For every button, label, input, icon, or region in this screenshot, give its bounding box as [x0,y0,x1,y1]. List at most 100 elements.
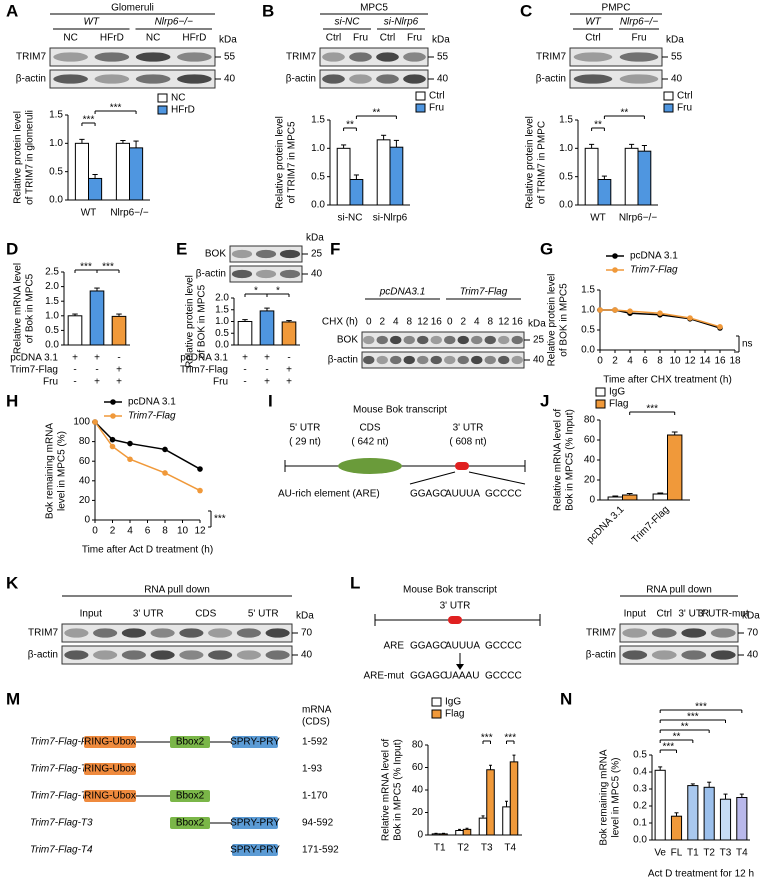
x-tick-label: 14 [699,356,711,367]
row-label: β-actin [28,650,58,661]
marker-label: 70 [747,628,759,639]
blot-band [236,628,261,638]
region-name: 3' UTR [453,423,484,434]
bar [336,147,351,206]
construct-name: Trim7-Flag-T1 [30,764,93,775]
blot-band [573,52,613,62]
panel-letter: M [6,689,20,708]
marker-label: 70 [301,628,313,639]
lane-label: 2 [460,317,466,328]
y-tick-label: 0.3 [633,784,647,795]
legend-marker [612,253,618,259]
lane-label: Fru [353,33,368,44]
y-axis-label: of TRIM7 in MPC5 [287,121,298,203]
lane-axis-label: CHX (h) [322,317,358,328]
x-tick-label: T1 [687,848,699,859]
lane-label: 3' UTR [678,609,709,620]
blot-band [651,628,677,638]
blot-band [417,335,429,345]
x-tick-label: 0 [597,356,603,367]
zoom-line [409,471,456,485]
condition-sign: - [287,353,290,364]
y-tick-label: 0.5 [311,171,325,182]
cds-range: 1-93 [302,764,322,775]
cds-range: 1-170 [302,791,328,802]
blot-band [322,74,345,84]
domain-label: RING-Ubox [84,737,136,748]
lane-label: Input [80,609,102,620]
y-tick-label: 1.5 [215,304,229,315]
panel-letter: K [6,573,19,592]
significance-label: *** [110,103,122,114]
blot-band [619,74,659,84]
domain-box [232,736,278,748]
row-label: BOK [337,335,358,346]
y-tick-label: 0.1 [633,818,647,829]
legend-marker [110,399,116,405]
condition-sign: + [94,377,100,388]
series-marker [657,310,663,317]
legend-label: Fru [429,103,444,114]
y-tick-label: 80 [79,436,91,447]
y-tick-label: 20 [412,807,424,818]
sequence: UAAAU [445,671,479,682]
bar [667,434,683,501]
y-axis-label: Relative protein level [525,116,536,209]
blot-band [681,650,707,660]
x-tick-label: T2 [703,848,715,859]
x-tick-label: Ve [654,848,666,859]
row-label: BOK [205,249,226,260]
panel-letter: E [176,239,187,258]
x-tick-label: 16 [714,356,726,367]
bar [111,315,127,346]
blot-title: PMPC [602,3,631,14]
y-axis-label: of BOK in MPC5 [559,283,570,357]
blot-band [231,269,253,279]
bar [687,785,699,841]
construct-name: Trim7-Flag-T2 [30,791,93,802]
y-tick-label: 0.5 [215,328,229,339]
blot-group: Nlrp6−/− [620,17,659,28]
blot-band [135,74,171,84]
y-tick-label: 0.0 [49,195,63,206]
blot-group: Trim7-Flag [460,287,508,298]
y-tick-label: 0.5 [49,166,63,177]
blot-band [94,52,130,62]
construct-name: Trim7-Flag-T3 [30,818,93,829]
domain-label: SPRY-PRY [230,818,280,829]
condition-label: pcDNA 3.1 [10,353,58,364]
blot-band [710,628,736,638]
blot-band [376,355,388,365]
blot-band [94,74,130,84]
lane-label: HFrD [182,33,206,44]
y-tick-label: 60 [584,435,596,446]
y-tick-label: 1.5 [45,296,59,307]
domain-box [170,817,210,829]
x-axis-label: Time after Act D treatment (h) [82,545,213,556]
y-axis-label: Relative mRNA level [13,263,24,354]
significance-label: *** [662,742,674,753]
blot-band [511,335,523,345]
domain-label: SPRY-PRY [230,845,280,856]
lane-label: 8 [406,317,412,328]
domain-label: RING-Ubox [84,791,136,802]
blot-band [53,74,88,84]
marker-label: 55 [437,52,449,63]
condition-label: Trim7-Flag [180,365,228,376]
panel-letter: H [6,391,18,410]
bar [67,315,83,346]
blot-band [484,335,496,345]
lane-label: Fru [407,33,422,44]
bar [584,147,599,206]
x-tick-label: Nlrp6−/− [110,208,149,219]
bar [349,179,364,206]
x-tick-label: Trim7-Flag [630,504,672,546]
bar [486,769,495,836]
x-tick-label: si-NC [338,213,363,224]
series-marker [92,419,98,425]
x-tick-label: 18 [729,356,741,367]
x-tick-label: 2 [612,356,618,367]
y-tick-label: 40 [412,785,424,796]
series-line [94,421,201,492]
